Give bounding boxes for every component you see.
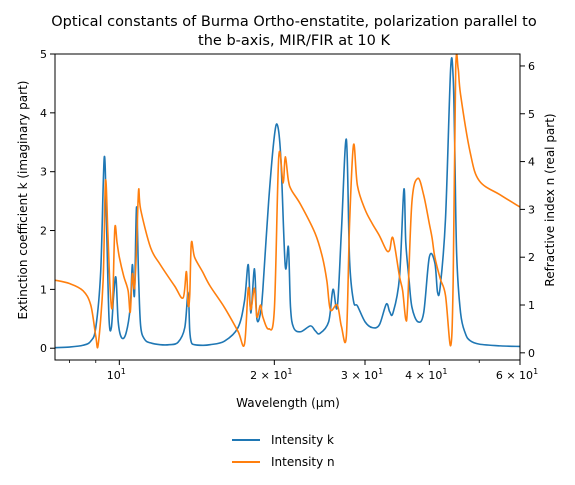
x-tick-exponent: 1 [533, 367, 538, 376]
chart-title-line2: the b-axis, MIR/FIR at 10 K [198, 33, 390, 49]
x-tick-exponent: 1 [121, 367, 126, 376]
y-right-tick-label: 5 [528, 108, 535, 121]
plot-frame [54, 53, 521, 361]
x-tick-label: 101 [107, 367, 126, 382]
y-left-tick-label: 2 [40, 225, 47, 238]
y-right-tick-label: 6 [528, 60, 535, 73]
x-tick-exponent: 1 [442, 367, 447, 376]
x-tick-label: 6 × 101 [496, 367, 538, 382]
series-line-k [55, 57, 520, 349]
legend-label-k: Intensity k [271, 433, 334, 447]
y-right-tick-label: 1 [528, 299, 535, 312]
y-right-tick-label: 4 [528, 156, 535, 169]
y-axis-label-left: Extinction coefficient k (imaginary part… [16, 81, 30, 320]
y-axis-label-right: Refractive index n (real part) [543, 113, 557, 286]
y-right-tick-label: 2 [528, 251, 535, 264]
y-left-tick-label: 0 [40, 342, 47, 355]
y-right-tick-label: 0 [528, 347, 535, 360]
y-right-tick-label: 3 [528, 203, 535, 216]
y-left-tick-label: 4 [40, 107, 47, 120]
y-left-tick-label: 3 [40, 166, 47, 179]
legend: Intensity k Intensity n [232, 433, 335, 469]
chart-title-line1: Optical constants of Burma Ortho-enstati… [51, 14, 537, 30]
series-layer [55, 54, 520, 349]
y-left-tick-label: 1 [40, 283, 47, 296]
x-tick-label: 4 × 101 [405, 367, 447, 382]
x-axis-label: Wavelength (μm) [236, 396, 340, 410]
x-tick-label: 2 × 101 [250, 367, 292, 382]
x-tick-exponent: 1 [378, 367, 383, 376]
x-tick-exponent: 1 [287, 367, 292, 376]
y-left-tick-label: 5 [40, 48, 47, 61]
axes-layer: 101 2 × 101 3 × 101 4 × 101 6 × 101 0 1 2 3 4 5 0 1 2… [40, 48, 538, 382]
x-tick-label: 3 × 101 [341, 367, 383, 382]
series-line-n [55, 54, 520, 349]
legend-label-n: Intensity n [271, 455, 335, 469]
